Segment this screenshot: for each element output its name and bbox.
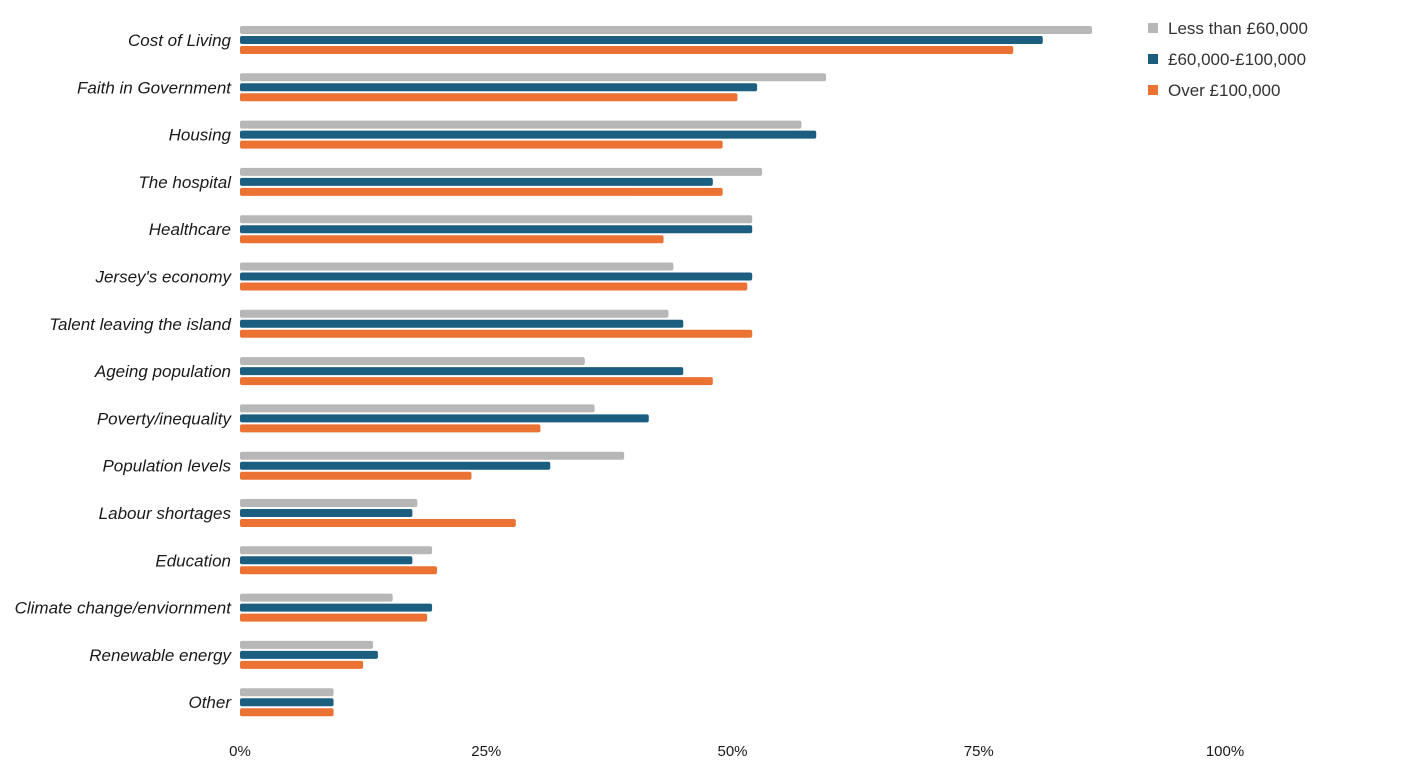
bar-2-12 (240, 556, 413, 565)
category-label: Cost of Living (128, 31, 232, 50)
bar-2-2 (240, 83, 758, 92)
category-label: Housing (169, 126, 232, 145)
bar-3-9 (240, 424, 541, 433)
bar-3-13 (240, 613, 428, 622)
bar-2-7 (240, 319, 684, 328)
bar-3-2 (240, 93, 738, 102)
bar-2-15 (240, 698, 334, 707)
bar-2-13 (240, 603, 433, 612)
bar-2-8 (240, 367, 684, 376)
category-label: Other (188, 693, 232, 712)
bar-1-7 (240, 309, 669, 318)
bar-3-1 (240, 46, 1014, 54)
x-axis-ticks: 0% 25% 50% 75% 100% (229, 743, 1244, 760)
legend-swatch (1148, 85, 1158, 95)
category-label: Population levels (102, 457, 231, 476)
bar-1-14 (240, 640, 373, 649)
x-tick-label: 0% (229, 743, 251, 760)
legend-label: Over £100,000 (1168, 81, 1280, 100)
category-label: Climate change/enviornment (15, 599, 233, 618)
bar-3-4 (240, 187, 723, 196)
bar-1-13 (240, 593, 393, 602)
bar-3-6 (240, 282, 748, 291)
legend-label: Less than £60,000 (1168, 19, 1308, 38)
bar-1-8 (240, 357, 585, 366)
category-label: Poverty/inequality (97, 409, 233, 428)
category-label: Ageing population (94, 362, 231, 381)
bar-2-10 (240, 461, 551, 470)
bar-1-3 (240, 120, 802, 129)
bar-2-4 (240, 177, 713, 186)
bar-3-7 (240, 329, 753, 338)
bar-2-9 (240, 414, 649, 423)
bar-1-1 (240, 26, 1093, 34)
category-label: Faith in Government (77, 78, 232, 97)
x-tick-label: 50% (717, 743, 747, 760)
legend: Less than £60,000 £60,000-£100,000 Over £1… (1148, 19, 1308, 100)
bar-2-11 (240, 509, 413, 517)
bar-1-6 (240, 262, 674, 271)
bar-3-5 (240, 235, 664, 244)
bar-1-9 (240, 404, 595, 413)
bar-2-6 (240, 272, 753, 281)
bar-1-10 (240, 451, 625, 460)
legend-swatch (1148, 23, 1158, 33)
x-tick-label: 75% (964, 743, 994, 760)
bar-3-3 (240, 140, 723, 149)
bar-2-3 (240, 130, 817, 139)
bar-1-12 (240, 546, 433, 555)
x-tick-label: 25% (471, 743, 501, 760)
bar-3-8 (240, 377, 713, 386)
category-labels: Cost of Living Faith in Government Housing… (15, 31, 233, 712)
bar-1-15 (240, 688, 334, 697)
bars-group (240, 26, 1093, 717)
category-label: Renewable energy (89, 646, 232, 665)
category-label: Talent leaving the island (49, 315, 231, 334)
bar-3-12 (240, 566, 437, 575)
bar-3-14 (240, 660, 364, 669)
bar-3-15 (240, 708, 334, 717)
bar-1-5 (240, 215, 753, 224)
category-label: The hospital (138, 173, 232, 192)
category-label: Education (155, 551, 231, 570)
category-label: Healthcare (149, 220, 231, 239)
bar-1-2 (240, 73, 827, 82)
category-label: Labour shortages (99, 504, 232, 523)
bar-1-11 (240, 499, 418, 507)
bar-2-1 (240, 36, 1043, 44)
bar-3-11 (240, 519, 516, 527)
legend-swatch (1148, 54, 1158, 64)
category-label: Jersey's economy (94, 268, 232, 287)
legend-label: £60,000-£100,000 (1168, 50, 1306, 69)
x-tick-label: 100% (1206, 743, 1244, 760)
bar-1-4 (240, 167, 763, 176)
bar-3-10 (240, 471, 472, 480)
bar-2-14 (240, 650, 378, 659)
bar-2-5 (240, 225, 753, 234)
